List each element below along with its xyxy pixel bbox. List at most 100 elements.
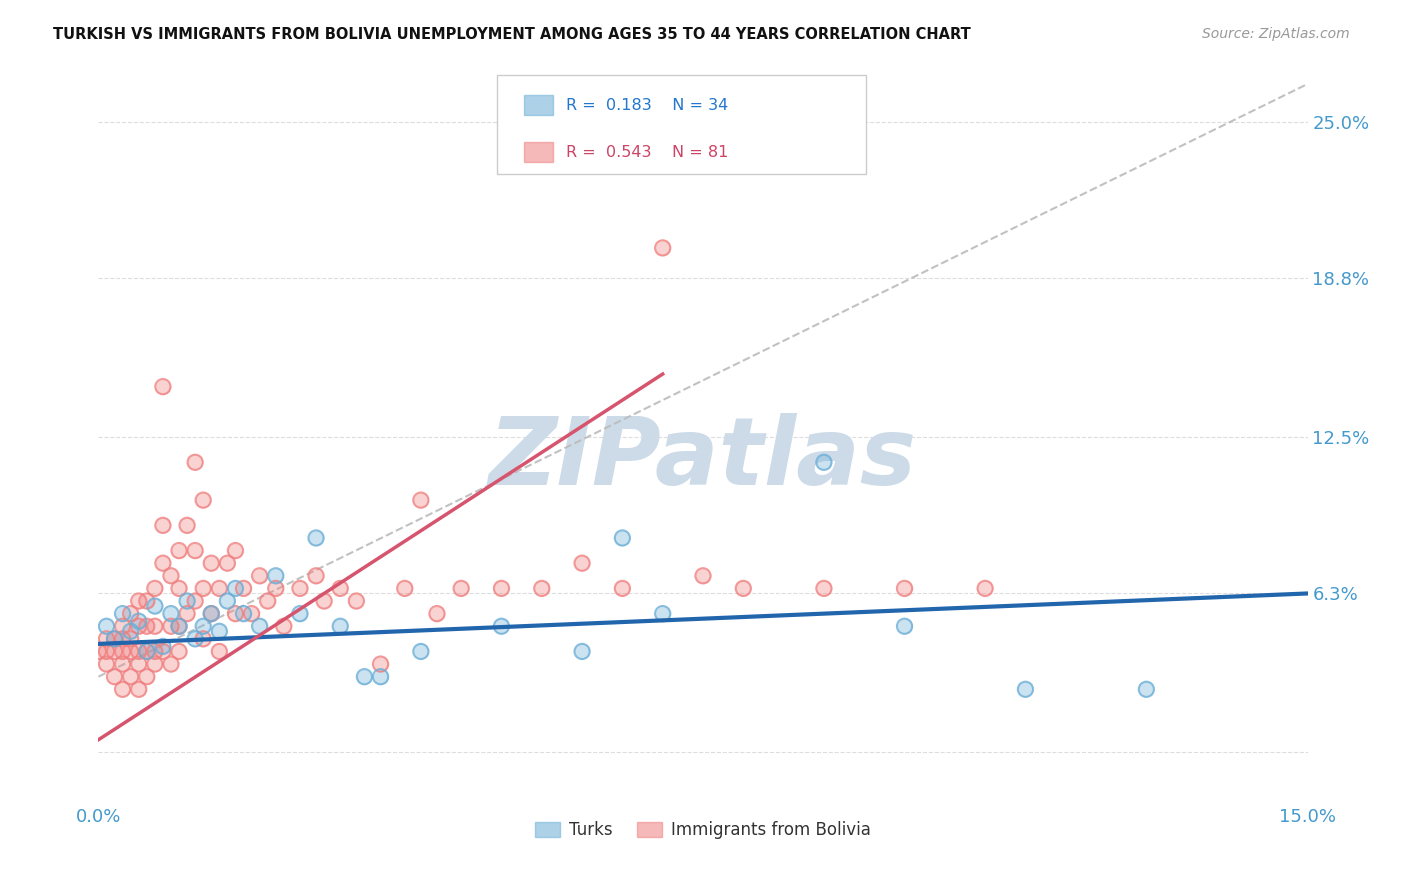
Point (111, 607, 134, 621)
Point (249, 569, 271, 583)
Point (135, 644, 157, 658)
Point (394, 582, 416, 596)
Point (120, 670, 142, 684)
Point (193, 493, 215, 508)
Point (176, 594, 198, 608)
FancyBboxPatch shape (524, 95, 553, 114)
Point (167, 644, 190, 658)
Point (176, 607, 198, 621)
Point (305, 531, 328, 545)
Point (893, 582, 915, 596)
Point (571, 644, 593, 658)
Point (232, 582, 254, 596)
Point (103, 644, 125, 658)
Point (232, 607, 254, 621)
Point (394, 582, 416, 596)
Point (232, 607, 254, 621)
Point (491, 619, 513, 633)
Point (128, 644, 150, 658)
Point (167, 644, 190, 658)
Point (208, 624, 231, 639)
Point (152, 379, 174, 393)
Point (264, 582, 287, 596)
Point (152, 644, 174, 658)
Point (224, 543, 246, 558)
Point (370, 657, 392, 671)
Point (143, 599, 166, 613)
Point (530, 582, 553, 596)
Point (96, 657, 118, 671)
Point (128, 682, 150, 697)
Point (143, 582, 166, 596)
Text: ZIPatlas: ZIPatlas (489, 413, 917, 505)
Point (733, 582, 755, 596)
Point (1135, 682, 1157, 697)
Point (120, 624, 142, 639)
Point (160, 619, 183, 633)
Point (103, 632, 125, 646)
Point (111, 682, 134, 697)
Point (612, 582, 634, 596)
Point (249, 569, 271, 583)
Point (111, 644, 134, 658)
Point (143, 644, 166, 658)
Point (264, 569, 287, 583)
Point (208, 582, 231, 596)
Point (135, 670, 157, 684)
Point (491, 582, 513, 596)
Point (176, 594, 198, 608)
Point (128, 614, 150, 628)
Point (96, 632, 118, 646)
Point (450, 582, 472, 596)
Point (128, 594, 150, 608)
Point (128, 657, 150, 671)
Point (893, 619, 915, 633)
Point (353, 670, 375, 684)
Point (160, 607, 183, 621)
Point (167, 543, 190, 558)
Point (128, 619, 150, 633)
Text: R =  0.543    N = 81: R = 0.543 N = 81 (567, 145, 728, 160)
Point (208, 582, 231, 596)
Point (167, 619, 190, 633)
Point (208, 644, 231, 658)
Point (370, 657, 392, 671)
Point (256, 594, 278, 608)
Point (193, 619, 215, 633)
Point (96, 632, 118, 646)
Point (612, 531, 634, 545)
Point (184, 632, 207, 646)
Point (111, 632, 134, 646)
Point (571, 556, 593, 570)
FancyBboxPatch shape (524, 143, 553, 162)
Point (143, 657, 166, 671)
Point (96, 644, 118, 658)
Point (111, 657, 134, 671)
Point (1014, 682, 1036, 697)
Point (152, 518, 174, 533)
Point (264, 569, 287, 583)
Point (217, 594, 239, 608)
Point (353, 670, 375, 684)
Point (249, 619, 271, 633)
Point (120, 607, 142, 621)
Point (135, 644, 157, 658)
Point (1135, 682, 1157, 697)
Point (1014, 682, 1036, 697)
Point (135, 644, 157, 658)
Point (120, 670, 142, 684)
Point (893, 619, 915, 633)
Point (128, 682, 150, 697)
Point (167, 582, 190, 596)
Point (893, 582, 915, 596)
Point (193, 632, 215, 646)
Point (305, 569, 328, 583)
Point (224, 607, 246, 621)
Point (314, 594, 336, 608)
Point (160, 619, 183, 633)
Point (135, 619, 157, 633)
Point (128, 644, 150, 658)
Point (200, 607, 222, 621)
Point (160, 569, 183, 583)
Point (264, 582, 287, 596)
